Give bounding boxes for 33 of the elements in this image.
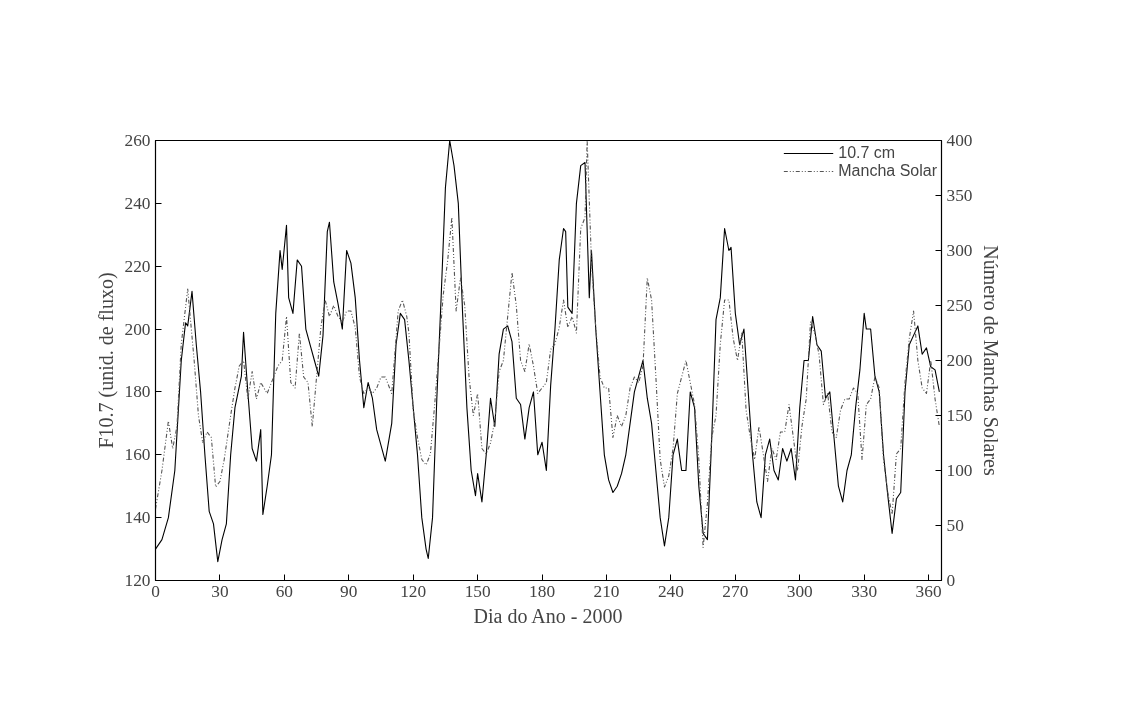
x-tick-label: 270 bbox=[722, 581, 749, 601]
y-tick-label: 240 bbox=[124, 193, 151, 213]
y2-axis-title: Número de Manchas Solares bbox=[980, 245, 1003, 476]
y-axis-title: F10.7 (unid. de fluxo) bbox=[94, 272, 118, 449]
x-tick-label: 90 bbox=[340, 581, 358, 601]
y-tick-label: 180 bbox=[124, 382, 151, 402]
y2-tick-label: 50 bbox=[946, 516, 964, 535]
x-tick-label: 30 bbox=[211, 581, 229, 601]
y2-tick-label: 400 bbox=[946, 131, 973, 150]
legend-label: Mancha Solar bbox=[838, 162, 937, 180]
y-tick-label: 260 bbox=[124, 131, 151, 150]
x-tick-label: 330 bbox=[851, 581, 878, 601]
x-tick-label: 60 bbox=[275, 581, 294, 601]
x-tick-label: 240 bbox=[657, 581, 684, 601]
x-tick-label: 150 bbox=[464, 581, 491, 601]
x-tick-label: 210 bbox=[593, 581, 620, 601]
x-tick-label: 120 bbox=[400, 581, 427, 601]
x-tick-label: 180 bbox=[529, 581, 556, 601]
y2-tick-label: 350 bbox=[946, 186, 973, 205]
x-tick-label: 360 bbox=[915, 581, 942, 601]
y2-tick-label: 100 bbox=[946, 461, 973, 480]
x-tick-label: 0 bbox=[151, 581, 160, 601]
y2-tick-label: 300 bbox=[946, 241, 973, 260]
x-tick-label: 300 bbox=[786, 581, 813, 601]
y-tick-label: 200 bbox=[124, 319, 151, 339]
y2-tick-label: 150 bbox=[946, 406, 973, 425]
y2-tick-label: 200 bbox=[946, 351, 973, 370]
y-tick-label: 220 bbox=[124, 256, 151, 276]
legend-label: 10.7 cm bbox=[838, 144, 896, 162]
y2-tick-label: 250 bbox=[946, 296, 973, 315]
x-axis-title: Dia do Ano - 2000 bbox=[473, 604, 623, 627]
y-tick-label: 140 bbox=[124, 508, 151, 528]
y-tick-label: 160 bbox=[124, 445, 151, 465]
